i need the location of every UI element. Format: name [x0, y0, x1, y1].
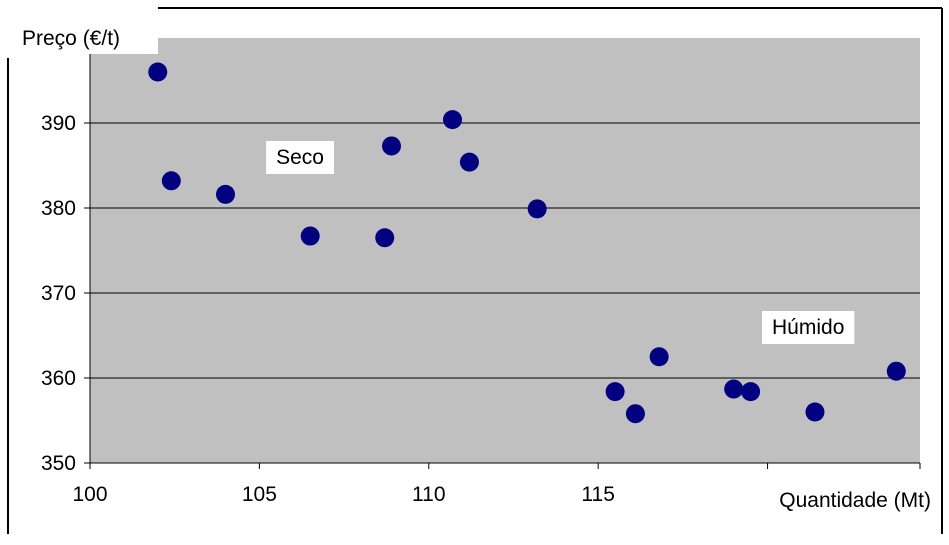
x-tick-label: 110: [412, 483, 445, 506]
y-tick-label: 370: [41, 282, 76, 305]
y-tick-label: 350: [41, 452, 76, 475]
data-point: [459, 152, 479, 172]
data-point: [741, 382, 761, 402]
annotation-box: [266, 141, 334, 174]
data-points: [148, 62, 906, 424]
data-point: [605, 382, 625, 402]
data-point: [300, 226, 320, 246]
y-axis-title-box: [8, 18, 158, 54]
data-point: [649, 347, 669, 367]
tick-labels: 350 360 370 380 390 100 105 110 115: [41, 112, 615, 506]
data-point: [216, 184, 236, 204]
annotations: Seco Húmido: [266, 141, 855, 344]
y-axis-title: Preço (€/t): [22, 27, 120, 50]
plot-area: [90, 38, 920, 463]
data-point: [886, 361, 906, 381]
data-point: [161, 171, 181, 191]
x-axis-title: Quantidade (Mt): [779, 489, 931, 512]
x-tick-label: 115: [581, 483, 614, 506]
data-point: [724, 379, 744, 399]
annotation-box: [762, 311, 855, 344]
gridlines: [90, 122, 920, 379]
data-point: [442, 110, 462, 130]
x-tick-label: 100: [72, 483, 107, 506]
y-tick-label: 390: [41, 112, 76, 135]
annotation-label: Seco: [266, 141, 334, 174]
annotation-text: Húmido: [772, 316, 844, 339]
data-point: [148, 62, 168, 82]
data-point: [375, 228, 395, 248]
annotation-text: Seco: [276, 146, 324, 169]
y-tick-label: 360: [41, 367, 76, 390]
y-tick-label: 380: [41, 197, 76, 220]
data-point: [805, 402, 825, 422]
x-tick-label: 105: [242, 483, 277, 506]
annotation-label: Húmido: [762, 311, 855, 344]
data-point: [382, 136, 402, 156]
axes: [84, 38, 921, 469]
data-point: [527, 199, 547, 219]
data-point: [625, 404, 645, 424]
